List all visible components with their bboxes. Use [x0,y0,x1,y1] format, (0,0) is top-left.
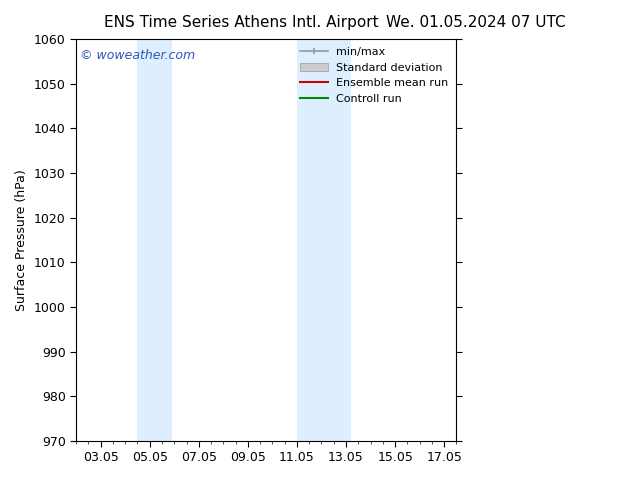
Legend: min/max, Standard deviation, Ensemble mean run, Controll run: min/max, Standard deviation, Ensemble me… [295,43,453,108]
Y-axis label: Surface Pressure (hPa): Surface Pressure (hPa) [15,169,29,311]
Text: We. 01.05.2024 07 UTC: We. 01.05.2024 07 UTC [385,15,566,30]
Bar [138,39,172,441]
Text: © woweather.com: © woweather.com [80,49,195,62]
Text: ENS Time Series Athens Intl. Airport: ENS Time Series Athens Intl. Airport [103,15,378,30]
Bar [297,39,351,441]
